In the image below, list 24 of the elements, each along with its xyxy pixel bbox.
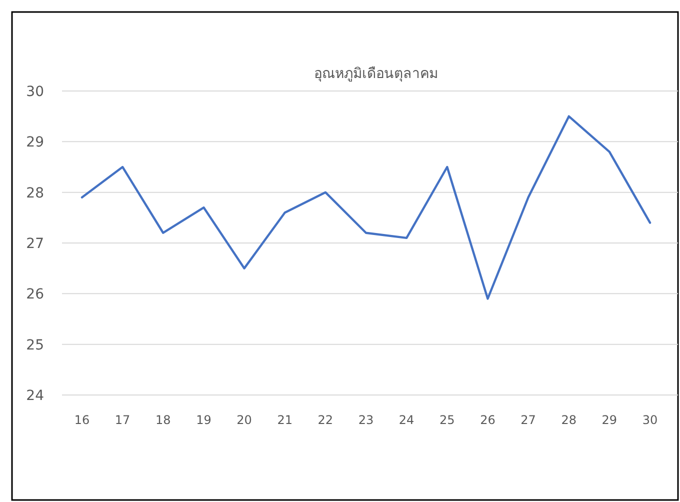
y-tick-label: 29 — [26, 134, 44, 151]
x-tick-label: 20 — [236, 413, 252, 427]
chart-title: อุณหภูมิเดือนตุลาคม — [314, 66, 438, 82]
x-tick-label: 26 — [480, 413, 496, 427]
x-tick-label: 21 — [277, 413, 292, 427]
x-tick-label: 22 — [318, 413, 334, 427]
x-tick-label: 27 — [520, 413, 536, 427]
y-tick-label: 27 — [26, 236, 44, 252]
y-tick-label: 28 — [26, 185, 44, 202]
x-tick-label: 28 — [561, 413, 576, 427]
x-tick-label: 29 — [602, 413, 618, 427]
x-tick-label: 25 — [440, 413, 455, 427]
y-tick-label: 26 — [26, 286, 44, 303]
x-tick-label: 30 — [642, 413, 658, 427]
y-tick-label: 25 — [26, 337, 44, 354]
x-tick-label: 24 — [398, 413, 414, 427]
x-tick-label: 19 — [196, 413, 212, 427]
y-tick-label: 30 — [26, 84, 44, 100]
x-tick-label: 18 — [156, 413, 171, 427]
line-series — [80, 115, 652, 300]
x-tick-label: 16 — [74, 413, 90, 427]
y-tick-label: 24 — [26, 388, 44, 404]
x-tick-label: 23 — [358, 413, 374, 427]
x-tick-label: 17 — [114, 413, 130, 427]
